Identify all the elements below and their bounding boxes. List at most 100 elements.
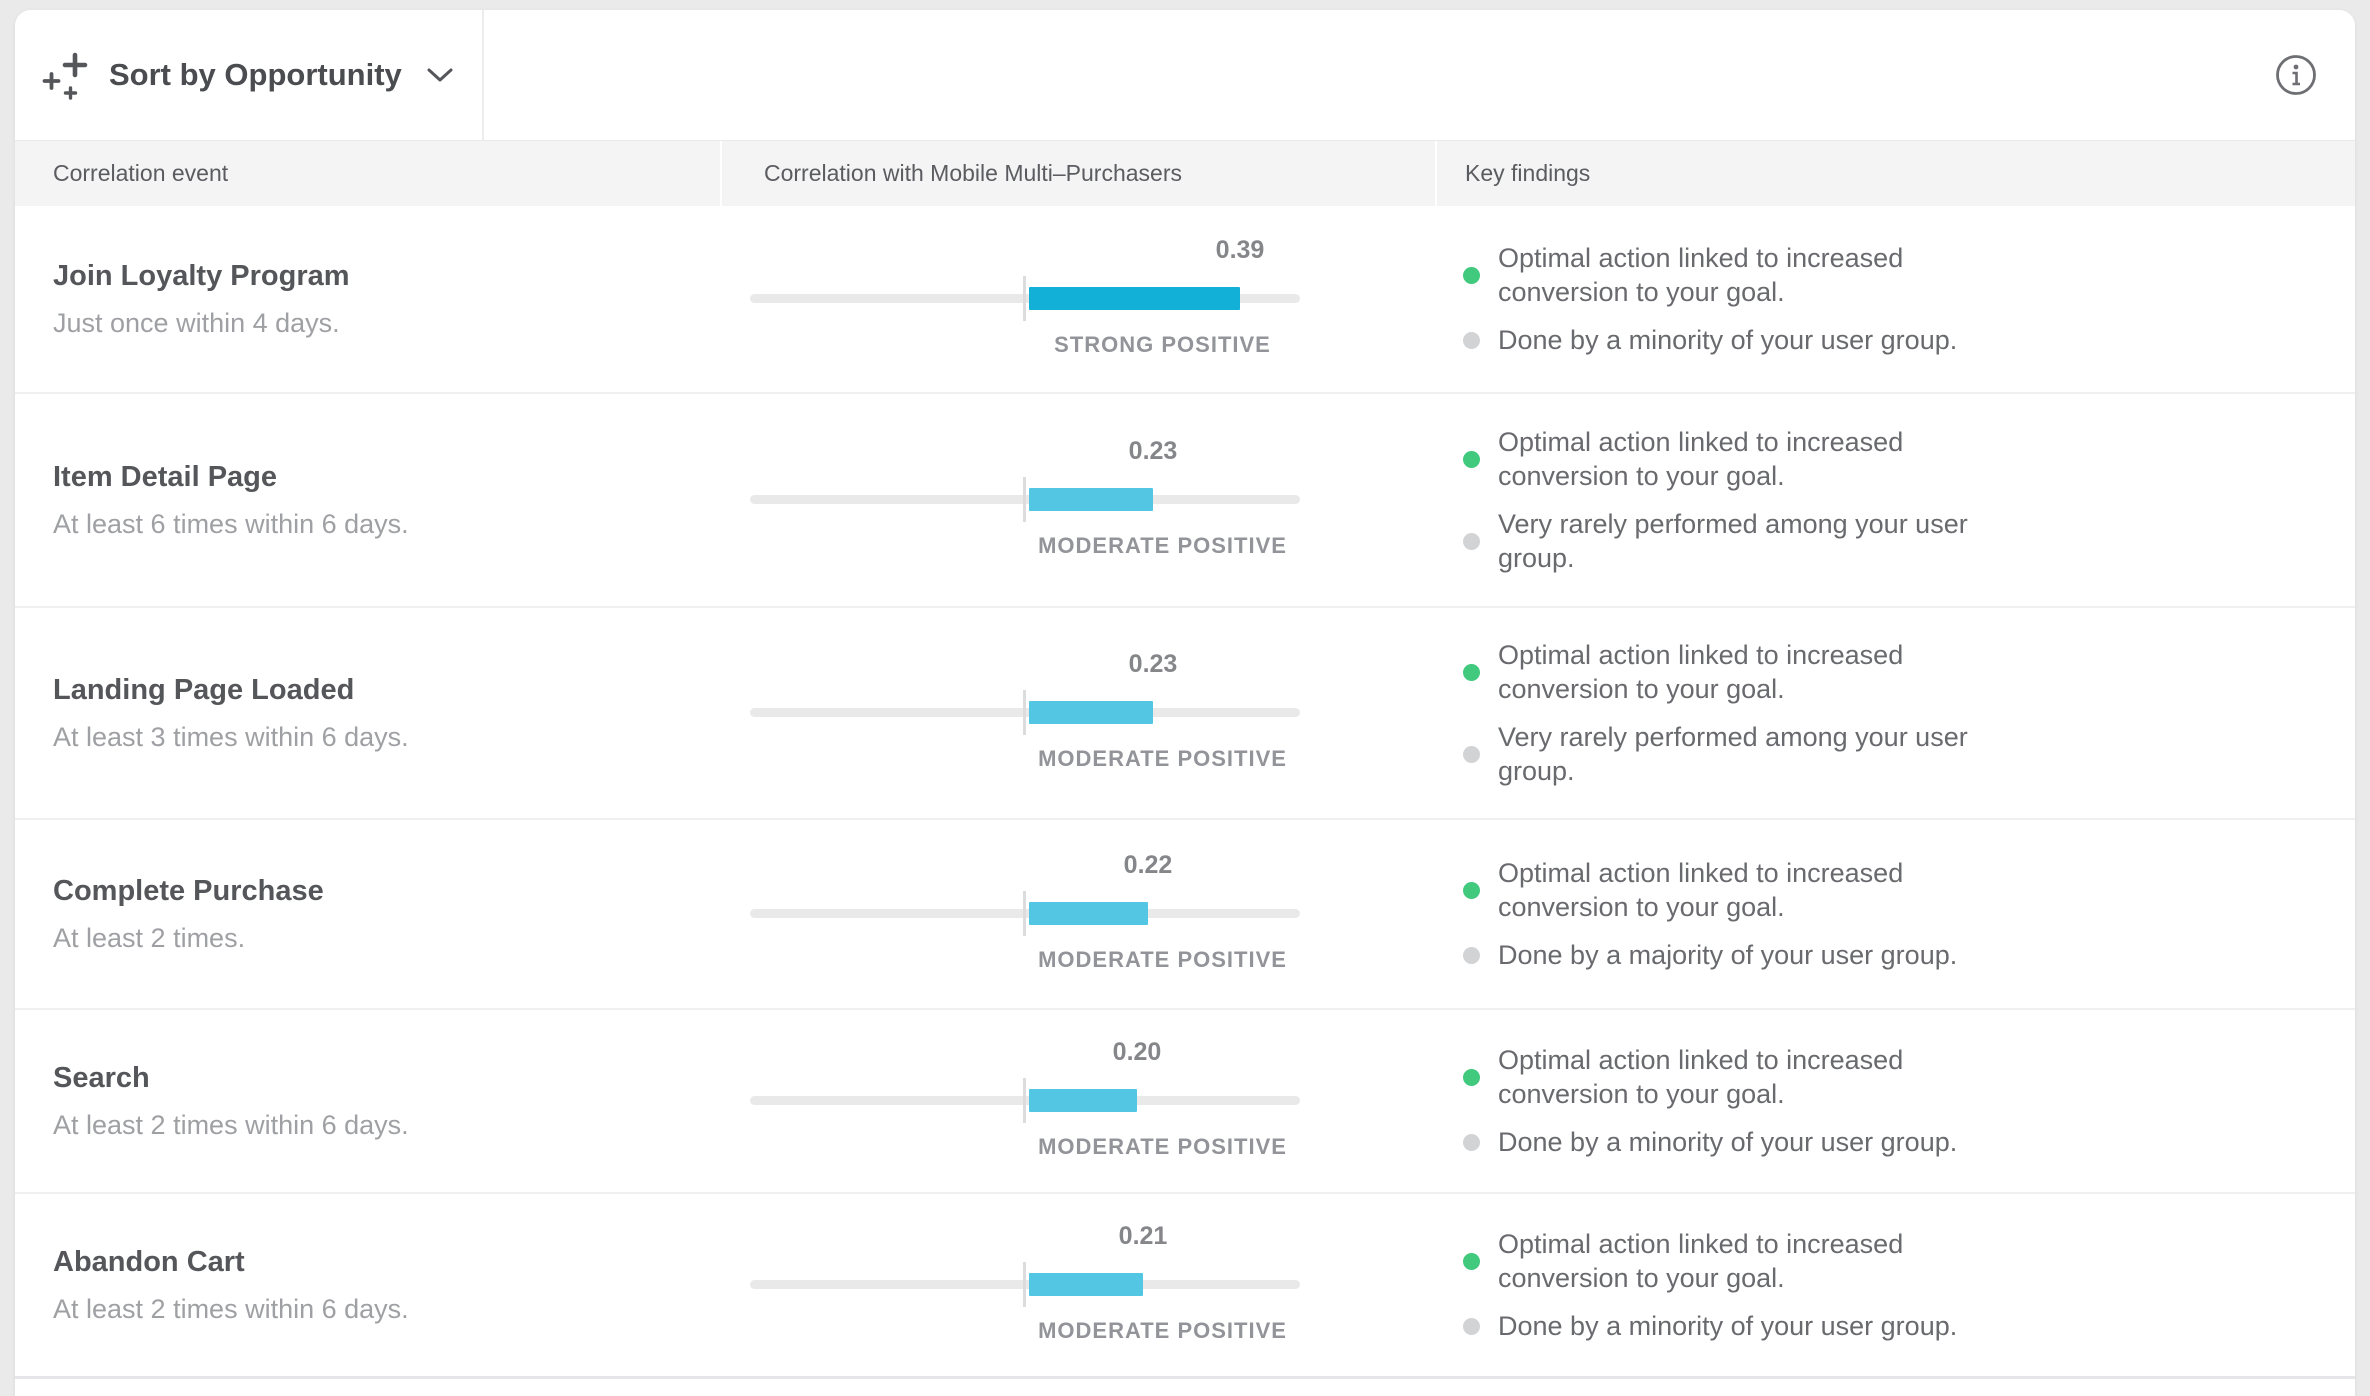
table-body: Join Loyalty Program Just once within 4 … <box>15 206 2355 1379</box>
key-finding-item: Done by a minority of your user group. <box>1463 1309 2315 1343</box>
event-name: Complete Purchase <box>53 874 324 907</box>
correlation-value: 0.21 <box>1118 1222 1168 1250</box>
key-findings-list: Optimal action linked to increased conve… <box>1463 1043 2315 1159</box>
correlation-bar <box>1029 1273 1143 1296</box>
correlation-zero-tick <box>1023 891 1026 936</box>
correlation-strength: MODERATE POSITIVE <box>1038 533 1287 558</box>
finding-text: Optimal action linked to increased conve… <box>1498 1229 1904 1293</box>
event-cell: Landing Page Loaded At least 3 times wit… <box>15 608 720 818</box>
correlation-strength: MODERATE POSITIVE <box>1038 746 1287 771</box>
key-findings-cell: Optimal action linked to increased conve… <box>1435 394 2355 606</box>
key-findings-cell: Optimal action linked to increased conve… <box>1435 608 2355 818</box>
correlation-value: 0.39 <box>1215 236 1265 264</box>
correlation-value: 0.23 <box>1128 437 1178 465</box>
correlation-strength: MODERATE POSITIVE <box>1038 1134 1287 1159</box>
event-cell: Search At least 2 times within 6 days. <box>15 1010 720 1192</box>
finding-text: Very rarely performed among your user gr… <box>1498 722 1968 786</box>
chevron-down-icon <box>427 68 453 82</box>
correlation-cell: 0.23 MODERATE POSITIVE <box>720 394 1435 606</box>
event-name: Join Loyalty Program <box>53 259 350 292</box>
event-name: Search <box>53 1061 150 1094</box>
finding-text: Done by a minority of your user group. <box>1498 1311 1958 1341</box>
column-header-correlation-event: Correlation event <box>53 160 229 186</box>
key-finding-item: Optimal action linked to increased conve… <box>1463 856 2315 924</box>
correlation-slider: 0.21 MODERATE POSITIVE <box>750 1222 1300 1348</box>
correlation-cell: 0.23 MODERATE POSITIVE <box>720 608 1435 818</box>
correlation-zero-tick <box>1023 690 1026 735</box>
correlation-slider: 0.23 MODERATE POSITIVE <box>750 437 1300 563</box>
key-findings-list: Optimal action linked to increased conve… <box>1463 241 2315 357</box>
correlation-value: 0.23 <box>1128 650 1178 678</box>
gray-bullet-icon <box>1463 331 1480 349</box>
correlation-value: 0.20 <box>1112 1038 1162 1066</box>
event-criteria: At least 2 times within 6 days. <box>53 1293 409 1324</box>
event-cell: Abandon Cart At least 2 times within 6 d… <box>15 1194 720 1376</box>
key-findings-cell: Optimal action linked to increased conve… <box>1435 1194 2355 1376</box>
correlation-cell: 0.21 MODERATE POSITIVE <box>720 1194 1435 1376</box>
correlation-cell: 0.22 MODERATE POSITIVE <box>720 820 1435 1008</box>
correlation-cell: 0.39 STRONG POSITIVE <box>720 206 1435 392</box>
finding-text: Done by a minority of your user group. <box>1498 325 1958 355</box>
column-header-key-findings: Key findings <box>1435 141 2355 206</box>
finding-text: Optimal action linked to increased conve… <box>1498 427 1904 491</box>
gray-bullet-icon <box>1463 1317 1480 1335</box>
correlation-slider: 0.22 MODERATE POSITIVE <box>750 851 1300 977</box>
table-row: Abandon Cart At least 2 times within 6 d… <box>15 1194 2355 1379</box>
key-finding-item: Very rarely performed among your user gr… <box>1463 507 2315 575</box>
event-cell: Item Detail Page At least 6 times within… <box>15 394 720 606</box>
correlation-slider: 0.23 MODERATE POSITIVE <box>750 650 1300 776</box>
green-bullet-icon <box>1463 881 1480 899</box>
key-findings-cell: Optimal action linked to increased conve… <box>1435 206 2355 392</box>
key-finding-item: Optimal action linked to increased conve… <box>1463 1227 2315 1295</box>
finding-text: Done by a majority of your user group. <box>1498 940 1958 970</box>
key-finding-item: Optimal action linked to increased conve… <box>1463 638 2315 706</box>
green-bullet-icon <box>1463 1252 1480 1270</box>
table-row: Item Detail Page At least 6 times within… <box>15 394 2355 608</box>
table-row: Landing Page Loaded At least 3 times wit… <box>15 608 2355 820</box>
correlation-bar <box>1029 902 1148 925</box>
column-header-correlation-with-goal: Correlation with Mobile Multi–Purchasers <box>720 141 1435 206</box>
event-name: Abandon Cart <box>53 1245 245 1278</box>
key-findings-list: Optimal action linked to increased conve… <box>1463 856 2315 972</box>
info-button[interactable] <box>2273 52 2319 98</box>
green-bullet-icon <box>1463 266 1480 284</box>
key-finding-item: Done by a minority of your user group. <box>1463 323 2315 357</box>
correlation-strength: MODERATE POSITIVE <box>1038 1318 1287 1343</box>
gray-bullet-icon <box>1463 946 1480 964</box>
sparkles-plus-icon <box>42 52 88 100</box>
key-finding-item: Very rarely performed among your user gr… <box>1463 720 2315 788</box>
key-findings-list: Optimal action linked to increased conve… <box>1463 425 2315 575</box>
finding-text: Optimal action linked to increased conve… <box>1498 640 1904 704</box>
gray-bullet-icon <box>1463 532 1480 550</box>
correlation-slider: 0.39 STRONG POSITIVE <box>750 236 1300 362</box>
key-finding-item: Optimal action linked to increased conve… <box>1463 241 2315 309</box>
event-criteria: Just once within 4 days. <box>53 307 340 338</box>
correlation-bar <box>1029 1089 1137 1112</box>
correlation-cell: 0.20 MODERATE POSITIVE <box>720 1010 1435 1192</box>
sort-by-opportunity-button[interactable]: Sort by Opportunity <box>15 10 484 140</box>
event-cell: Join Loyalty Program Just once within 4 … <box>15 206 720 392</box>
key-finding-item: Optimal action linked to increased conve… <box>1463 425 2315 493</box>
correlation-bar <box>1029 701 1153 724</box>
finding-text: Optimal action linked to increased conve… <box>1498 243 1904 307</box>
correlation-bar <box>1029 287 1240 310</box>
green-bullet-icon <box>1463 663 1480 681</box>
key-finding-item: Done by a majority of your user group. <box>1463 938 2315 972</box>
correlation-zero-tick <box>1023 477 1026 522</box>
toolbar: Sort by Opportunity <box>15 10 2355 140</box>
event-criteria: At least 2 times within 6 days. <box>53 1109 409 1140</box>
correlation-zero-tick <box>1023 276 1026 321</box>
event-name: Landing Page Loaded <box>53 673 355 706</box>
event-criteria: At least 3 times within 6 days. <box>53 721 409 752</box>
correlation-zero-tick <box>1023 1262 1026 1307</box>
table-header: Correlation event Correlation with Mobil… <box>15 140 2355 206</box>
key-finding-item: Done by a minority of your user group. <box>1463 1125 2315 1159</box>
key-findings-cell: Optimal action linked to increased conve… <box>1435 820 2355 1008</box>
correlation-bar <box>1029 488 1153 511</box>
key-findings-cell: Optimal action linked to increased conve… <box>1435 1010 2355 1192</box>
correlation-strength: MODERATE POSITIVE <box>1038 947 1287 972</box>
sort-label: Sort by Opportunity <box>109 57 402 92</box>
green-bullet-icon <box>1463 450 1480 468</box>
correlation-slider: 0.20 MODERATE POSITIVE <box>750 1038 1300 1164</box>
key-findings-list: Optimal action linked to increased conve… <box>1463 638 2315 788</box>
